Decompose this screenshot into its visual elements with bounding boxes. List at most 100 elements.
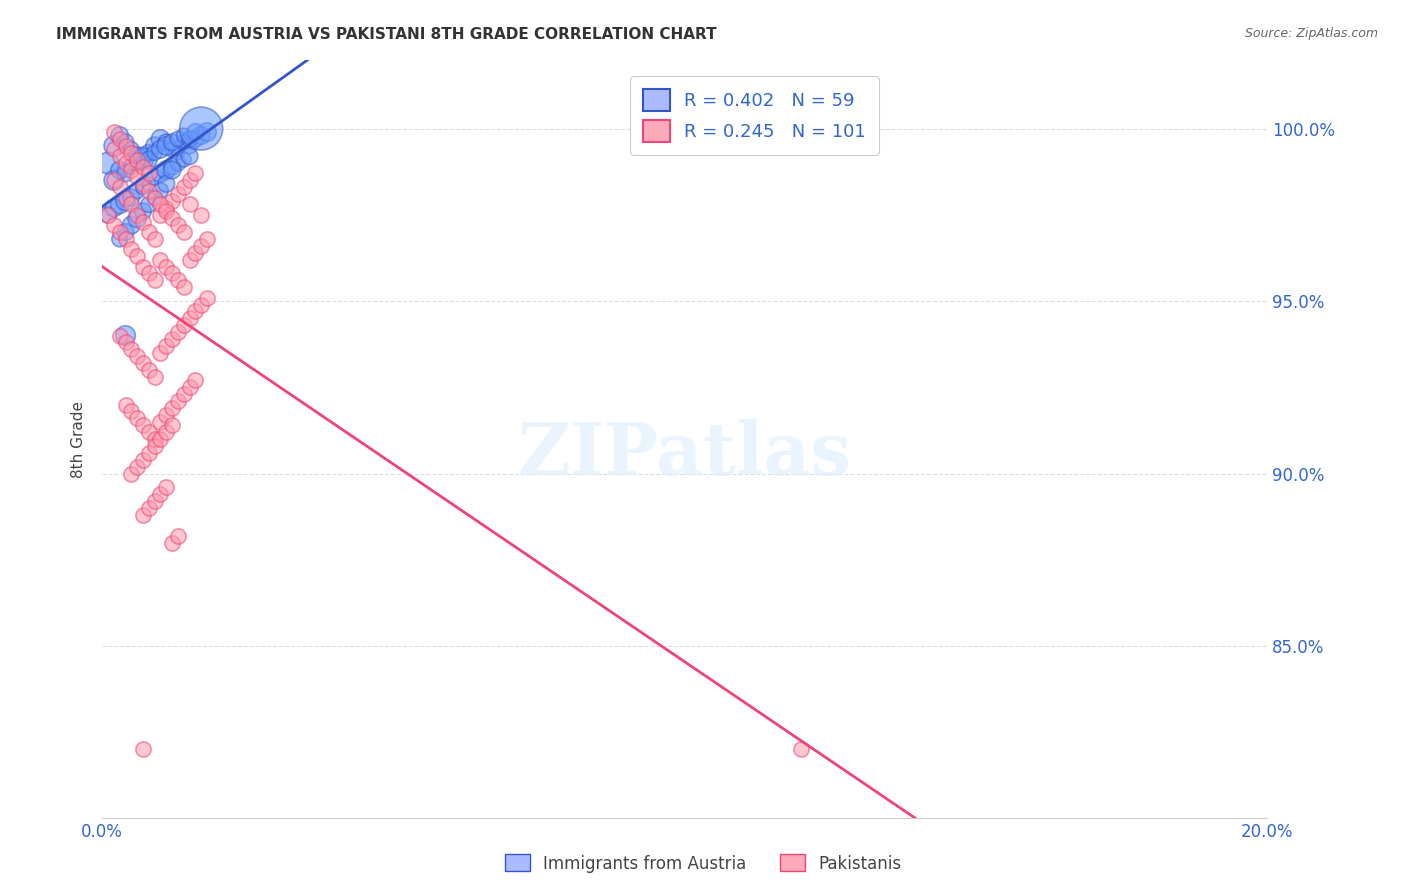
Point <box>190 121 212 136</box>
Point <box>127 411 149 425</box>
Point <box>179 149 201 163</box>
Point <box>179 311 201 326</box>
Point <box>173 225 195 239</box>
Point <box>114 335 136 350</box>
Point <box>108 149 131 163</box>
Point <box>132 177 155 191</box>
Point <box>132 356 155 370</box>
Point <box>114 328 136 343</box>
Point <box>108 180 131 194</box>
Point <box>149 252 172 267</box>
Point <box>138 197 160 211</box>
Y-axis label: 8th Grade: 8th Grade <box>72 401 86 477</box>
Point <box>114 398 136 412</box>
Point <box>190 128 212 143</box>
Point <box>179 380 201 394</box>
Point <box>149 166 172 180</box>
Point <box>149 132 172 146</box>
Point <box>173 318 195 333</box>
Point <box>143 439 166 453</box>
Point <box>120 467 142 481</box>
Point <box>149 487 172 501</box>
Point <box>132 160 155 174</box>
Point <box>167 132 190 146</box>
Point <box>143 190 166 204</box>
Text: Source: ZipAtlas.com: Source: ZipAtlas.com <box>1244 27 1378 40</box>
Point <box>114 225 136 239</box>
Point <box>120 190 142 204</box>
Point <box>167 156 190 170</box>
Point <box>97 208 120 222</box>
Point <box>127 149 149 163</box>
Point <box>149 197 172 211</box>
Point <box>179 173 201 187</box>
Text: IMMIGRANTS FROM AUSTRIA VS PAKISTANI 8TH GRADE CORRELATION CHART: IMMIGRANTS FROM AUSTRIA VS PAKISTANI 8TH… <box>56 27 717 42</box>
Point <box>160 332 183 346</box>
Point <box>149 142 172 156</box>
Point <box>173 180 195 194</box>
Point <box>138 446 160 460</box>
Point <box>155 260 177 274</box>
Point <box>184 166 207 180</box>
Point <box>195 125 218 139</box>
Point <box>179 132 201 146</box>
Point <box>173 128 195 143</box>
Point <box>138 184 160 198</box>
Point <box>127 459 149 474</box>
Point <box>190 239 212 253</box>
Point <box>167 528 190 542</box>
Point <box>155 138 177 153</box>
Point <box>114 136 136 150</box>
Point <box>138 166 160 180</box>
Point <box>160 401 183 415</box>
Point <box>155 136 177 150</box>
Point <box>149 346 172 360</box>
Point <box>167 273 190 287</box>
Point <box>120 163 142 178</box>
Point <box>132 418 155 433</box>
Point <box>103 142 125 156</box>
Point <box>138 425 160 439</box>
Point <box>103 138 125 153</box>
Point <box>138 501 160 516</box>
Point <box>138 225 160 239</box>
Point <box>108 163 131 178</box>
Point <box>120 218 142 232</box>
Point <box>179 252 201 267</box>
Point <box>167 394 190 409</box>
Point <box>127 169 149 184</box>
Point <box>160 160 183 174</box>
Point <box>103 125 125 139</box>
Point <box>114 190 136 204</box>
Point <box>132 260 155 274</box>
Point <box>132 153 155 167</box>
Point <box>132 215 155 229</box>
Point <box>143 232 166 246</box>
Point <box>167 325 190 339</box>
Point <box>184 245 207 260</box>
Point <box>132 204 155 219</box>
Point <box>160 211 183 226</box>
Point <box>160 418 183 433</box>
Point <box>173 136 195 150</box>
Point <box>120 160 142 174</box>
Point <box>190 297 212 311</box>
Point <box>127 249 149 263</box>
Point <box>120 145 142 160</box>
Point <box>184 373 207 387</box>
Legend: R = 0.402   N = 59, R = 0.245   N = 101: R = 0.402 N = 59, R = 0.245 N = 101 <box>630 76 879 154</box>
Point <box>149 184 172 198</box>
Point <box>103 218 125 232</box>
Point <box>114 138 136 153</box>
Point <box>114 166 136 180</box>
Point <box>108 132 131 146</box>
Point <box>132 180 155 194</box>
Point <box>155 177 177 191</box>
Point <box>114 194 136 208</box>
Point <box>132 742 155 756</box>
Point <box>103 173 125 187</box>
Point <box>127 153 149 167</box>
Legend: Immigrants from Austria, Pakistanis: Immigrants from Austria, Pakistanis <box>498 847 908 880</box>
Point <box>138 267 160 281</box>
Point <box>120 142 142 156</box>
